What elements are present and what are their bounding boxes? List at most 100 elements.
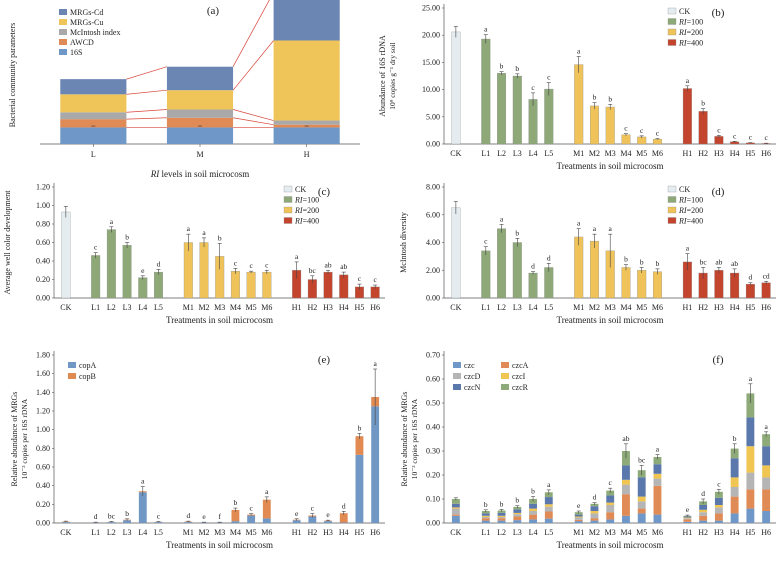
legend-label: MRGs-Cu	[70, 18, 103, 27]
x-tick-label: H5	[355, 528, 365, 537]
stacked-bar-segment	[746, 446, 754, 472]
stacked-bar-segment	[622, 516, 630, 523]
x-tick-label: M1	[183, 528, 194, 537]
x-tick-label: M2	[198, 528, 209, 537]
x-tick-label: CK	[450, 149, 461, 158]
significance-letter: d	[342, 501, 346, 510]
x-tick-label: H2	[698, 528, 708, 537]
legend-swatch	[59, 39, 67, 45]
stacked-bar-segment	[60, 112, 126, 119]
stacked-bar-segment	[746, 509, 754, 523]
stacked-bar-segment	[498, 513, 506, 516]
stacked-bar-segment	[274, 41, 340, 121]
legend-label: RI=100	[678, 196, 703, 205]
bar	[653, 272, 662, 298]
stacked-bar-segment	[247, 516, 255, 523]
stacked-bar-segment	[482, 521, 490, 523]
significance-letter: b	[515, 64, 519, 73]
x-tick-label: H2	[307, 528, 317, 537]
significance-letter: a	[295, 252, 299, 261]
x-tick-label: H3	[323, 303, 333, 312]
stacked-bar-segment	[699, 505, 707, 510]
x-tick-label: L5	[154, 303, 163, 312]
x-tick-label: H4	[730, 528, 740, 537]
significance-letter: c	[234, 258, 238, 267]
stacked-bar-segment	[545, 504, 553, 506]
legend-label: RI=400	[678, 217, 703, 226]
x-tick-label: M5	[636, 303, 647, 312]
legend-swatch	[453, 373, 461, 379]
y-axis-title-unit: 10⁹ copies g⁻¹ dry soil	[388, 42, 397, 110]
significance-letter: c	[764, 133, 768, 142]
legend-label: RI=400	[294, 217, 319, 226]
y-tick-label: 0.20	[426, 471, 440, 480]
legend-swatch	[284, 197, 292, 203]
stacked-bar-segment	[606, 503, 614, 505]
significance-letter: c	[656, 129, 660, 138]
stacked-bar-segment	[356, 455, 364, 523]
x-tick-label: M4	[230, 528, 241, 537]
x-tick-label: M5	[246, 528, 257, 537]
stacked-bar-segment	[683, 522, 691, 523]
stacked-bar-segment	[699, 521, 707, 523]
significance-letter: a	[547, 480, 551, 489]
panel-label: (a)	[207, 5, 220, 17]
x-tick-label: M2	[589, 528, 600, 537]
x-tick-label: CK	[450, 303, 461, 312]
y-axis-title: Average well color development	[3, 190, 12, 295]
x-tick-label: L	[91, 150, 96, 159]
connector-line	[233, 0, 274, 67]
legend-label: McIntosh index	[70, 28, 120, 37]
x-tick-label: M5	[636, 528, 647, 537]
significance-letter: c	[358, 274, 362, 283]
legend-swatch	[284, 218, 292, 224]
x-tick-label: L3	[123, 528, 132, 537]
y-tick-label: 0.40	[36, 257, 50, 266]
x-tick-label: H4	[730, 149, 740, 158]
stacked-bar-segment	[452, 509, 460, 515]
legend-label: czc	[464, 361, 475, 370]
x-tick-label: M6	[261, 528, 272, 537]
x-tick-label: M1	[573, 149, 584, 158]
legend-label: czcN	[464, 383, 481, 392]
significance-letter: e	[577, 501, 581, 510]
x-tick-label: L2	[107, 303, 116, 312]
bar	[590, 241, 599, 298]
legend-swatch	[668, 8, 676, 14]
stacked-bar-segment	[715, 507, 723, 513]
y-axis-title-unit: 10⁻³ copies per 16S rDNA	[410, 398, 419, 479]
stacked-bar-segment	[498, 521, 506, 523]
y-tick-label: 0.70	[426, 351, 440, 360]
x-tick-label: H1	[682, 303, 692, 312]
significance-letter: cd	[763, 271, 770, 280]
stacked-bar-segment	[762, 446, 770, 465]
connector-line	[126, 67, 167, 79]
stacked-bar-segment	[575, 517, 583, 518]
significance-letter: c	[624, 124, 628, 133]
panel-label: (c)	[318, 186, 331, 198]
bar	[138, 278, 147, 298]
stacked-bar-segment	[452, 507, 460, 508]
x-tick-label: L5	[544, 149, 553, 158]
bar	[339, 275, 348, 298]
stacked-bar-segment	[606, 512, 614, 519]
y-tick-label: 0.00	[36, 519, 50, 528]
significance-letter: c	[749, 133, 753, 142]
stacked-bar-segment	[231, 521, 239, 523]
significance-letter: d	[593, 493, 597, 502]
significance-letter: b	[500, 62, 504, 71]
x-tick-label: H6	[761, 303, 771, 312]
significance-letter: e	[295, 509, 299, 518]
bar	[247, 272, 256, 298]
stacked-bar-segment	[545, 497, 553, 504]
bar	[529, 99, 538, 144]
stacked-bar-segment	[529, 519, 537, 523]
x-tick-label: H4	[730, 303, 740, 312]
bar	[497, 73, 506, 144]
x-tick-label: L1	[481, 149, 490, 158]
bar	[513, 243, 522, 299]
significance-letter: b	[515, 496, 519, 505]
legend-label: RI=200	[678, 206, 703, 215]
significance-letter: b	[484, 500, 488, 509]
bar	[324, 272, 333, 298]
